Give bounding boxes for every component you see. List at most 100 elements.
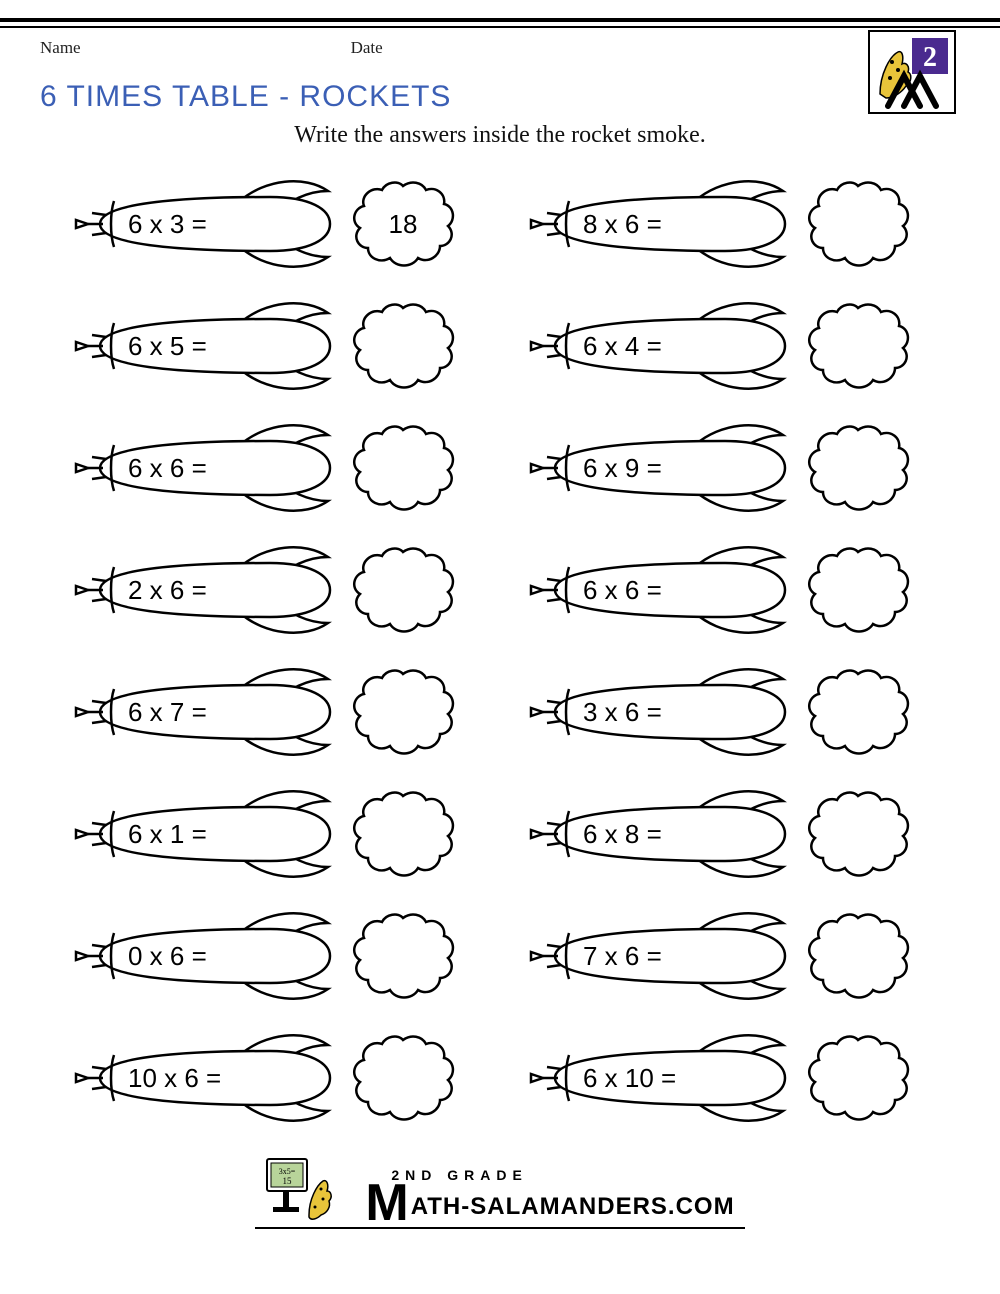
answer-text (803, 544, 913, 636)
smoke-cloud-icon[interactable] (803, 422, 913, 514)
problem-item: 6 x 7 = (70, 661, 485, 763)
worksheet-page: Name Date 2 6 TIMES TABLE - ROCKETS Writ… (0, 18, 1000, 1250)
footer-text: 2ND GRADE M ATH-SALAMANDERS.COM (365, 1167, 734, 1225)
rocket-icon: 10 x 6 = (70, 1027, 340, 1129)
rocket-icon: 6 x 4 = (525, 295, 795, 397)
problems-grid: 6 x 3 = 18 8 x 6 = 6 x 5 = 6 x 4 = 6 x 6 = 6 x… (0, 173, 1000, 1129)
rocket-icon: 6 x 9 = (525, 417, 795, 519)
smoke-cloud-icon[interactable] (803, 178, 913, 270)
answer-text (803, 910, 913, 1002)
rocket-icon: 6 x 6 = (70, 417, 340, 519)
footer: 3x5= 15 2ND GRADE M ATH-SALAMANDERS.COM (0, 1157, 1000, 1250)
smoke-cloud-icon[interactable] (803, 788, 913, 880)
problem-item: 2 x 6 = (70, 539, 485, 641)
equation-text: 6 x 7 = (128, 697, 207, 728)
equation-text: 6 x 3 = (128, 209, 207, 240)
smoke-cloud-icon[interactable] (348, 300, 458, 392)
footer-site-rest: ATH-SALAMANDERS.COM (411, 1193, 735, 1225)
equation-text: 6 x 1 = (128, 819, 207, 850)
rocket-icon: 0 x 6 = (70, 905, 340, 1007)
rocket-icon: 6 x 6 = (525, 539, 795, 641)
smoke-cloud-icon[interactable] (803, 666, 913, 758)
equation-text: 7 x 6 = (583, 941, 662, 972)
problem-item: 6 x 5 = (70, 295, 485, 397)
smoke-cloud-icon[interactable] (803, 1032, 913, 1124)
equation-text: 3 x 6 = (583, 697, 662, 728)
smoke-cloud-icon[interactable] (348, 666, 458, 758)
worksheet-title: 6 TIMES TABLE - ROCKETS (40, 80, 1000, 114)
problem-item: 10 x 6 = (70, 1027, 485, 1129)
smoke-cloud-icon[interactable] (803, 300, 913, 392)
problem-item: 6 x 3 = 18 (70, 173, 485, 275)
grade-badge: 2 (868, 30, 956, 114)
equation-text: 8 x 6 = (583, 209, 662, 240)
problem-item: 7 x 6 = (525, 905, 940, 1007)
answer-text (348, 666, 458, 758)
rocket-icon: 6 x 3 = (70, 173, 340, 275)
equation-text: 0 x 6 = (128, 941, 207, 972)
smoke-cloud-icon[interactable] (348, 788, 458, 880)
equation-text: 6 x 9 = (583, 453, 662, 484)
problem-item: 6 x 8 = (525, 783, 940, 885)
badge-number: 2 (923, 42, 937, 73)
smoke-cloud-icon[interactable] (348, 1032, 458, 1124)
problem-item: 6 x 1 = (70, 783, 485, 885)
name-date-labels: Name Date (40, 38, 383, 58)
answer-text (348, 300, 458, 392)
footer-inner: 3x5= 15 2ND GRADE M ATH-SALAMANDERS.COM (255, 1157, 744, 1229)
problem-item: 6 x 6 = (70, 417, 485, 519)
smoke-cloud-icon[interactable] (803, 544, 913, 636)
answer-text (803, 1032, 913, 1124)
answer-text (348, 788, 458, 880)
header-row: Name Date 2 (0, 34, 1000, 58)
svg-text:15: 15 (283, 1176, 293, 1186)
problem-item: 6 x 10 = (525, 1027, 940, 1129)
smoke-cloud-icon[interactable] (348, 910, 458, 1002)
rocket-icon: 6 x 1 = (70, 783, 340, 885)
answer-text: 18 (348, 178, 458, 270)
equation-text: 10 x 6 = (128, 1063, 221, 1094)
date-label: Date (351, 38, 383, 58)
footer-salamander-icon: 3x5= 15 (265, 1157, 337, 1225)
equation-text: 6 x 6 = (583, 575, 662, 606)
footer-site-initial: M (365, 1183, 408, 1225)
problem-item: 3 x 6 = (525, 661, 940, 763)
equation-text: 2 x 6 = (128, 575, 207, 606)
answer-text (803, 300, 913, 392)
rocket-icon: 6 x 10 = (525, 1027, 795, 1129)
problem-item: 6 x 6 = (525, 539, 940, 641)
equation-text: 6 x 8 = (583, 819, 662, 850)
smoke-cloud-icon[interactable] (348, 422, 458, 514)
rocket-icon: 2 x 6 = (70, 539, 340, 641)
svg-text:3x5=: 3x5= (279, 1167, 296, 1176)
answer-text (348, 910, 458, 1002)
worksheet-subtitle: Write the answers inside the rocket smok… (0, 122, 1000, 149)
rocket-icon: 3 x 6 = (525, 661, 795, 763)
smoke-cloud-icon[interactable] (348, 544, 458, 636)
equation-text: 6 x 4 = (583, 331, 662, 362)
problem-item: 0 x 6 = (70, 905, 485, 1007)
rocket-icon: 6 x 8 = (525, 783, 795, 885)
rocket-icon: 6 x 7 = (70, 661, 340, 763)
answer-text (348, 422, 458, 514)
rocket-icon: 6 x 5 = (70, 295, 340, 397)
rocket-icon: 8 x 6 = (525, 173, 795, 275)
problem-item: 6 x 9 = (525, 417, 940, 519)
answer-text (348, 1032, 458, 1124)
name-label: Name (40, 38, 81, 58)
answer-text (803, 788, 913, 880)
equation-text: 6 x 5 = (128, 331, 207, 362)
smoke-cloud-icon[interactable] (803, 910, 913, 1002)
rocket-icon: 7 x 6 = (525, 905, 795, 1007)
answer-text (803, 666, 913, 758)
answer-text (803, 178, 913, 270)
answer-text (803, 422, 913, 514)
badge-icon: 2 (872, 34, 952, 110)
problem-item: 8 x 6 = (525, 173, 940, 275)
top-double-rule (0, 18, 1000, 28)
equation-text: 6 x 6 = (128, 453, 207, 484)
footer-site-name: M ATH-SALAMANDERS.COM (365, 1183, 734, 1225)
smoke-cloud-icon[interactable]: 18 (348, 178, 458, 270)
problem-item: 6 x 4 = (525, 295, 940, 397)
answer-text (348, 544, 458, 636)
